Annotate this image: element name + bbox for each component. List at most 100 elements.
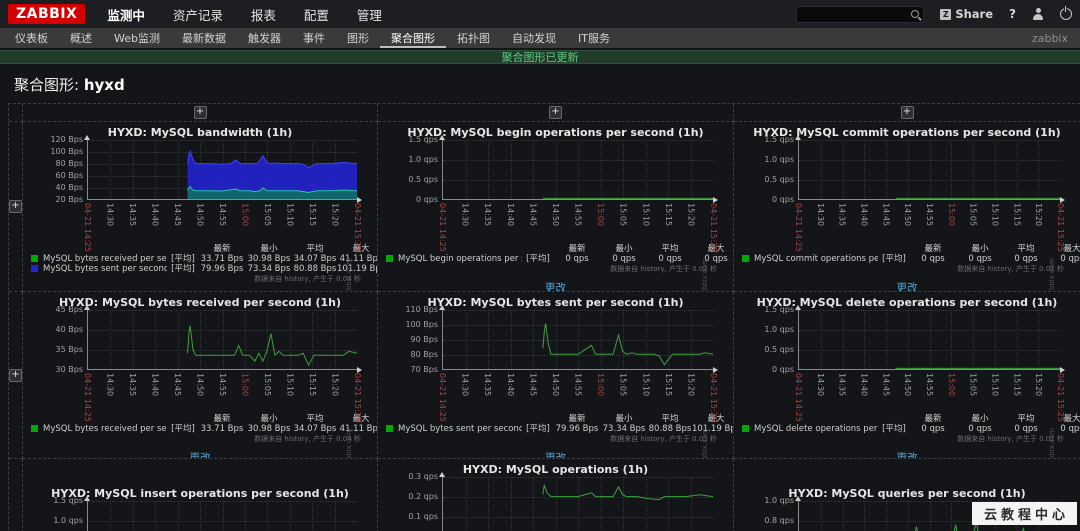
- menu-item-配置[interactable]: 配置: [303, 7, 329, 23]
- add-column-cell: +: [734, 104, 1080, 122]
- change-link[interactable]: 更改: [189, 452, 211, 459]
- legend-spacer: [43, 414, 167, 424]
- y-axis-label: 1.0 qps: [764, 496, 794, 505]
- legend-item-label: MySQL begin operations per second: [398, 254, 522, 264]
- x-axis-label: 15:10: [641, 203, 651, 227]
- subnav-tab-Web监测[interactable]: Web监测: [114, 32, 160, 45]
- v-gridline: [820, 140, 822, 199]
- subnav-tabs: 仪表板 概述 Web监测 最新数据 触发器 事件 图形 聚合图形 拓扑图 自动发现 IT服务: [4, 28, 1032, 48]
- x-axis-label: 14:40: [505, 373, 515, 397]
- subnav-tab-事件[interactable]: 事件: [302, 32, 325, 45]
- change-link[interactable]: 更改: [896, 282, 918, 292]
- v-gridline: [312, 501, 314, 531]
- add-column-button[interactable]: +: [549, 106, 562, 119]
- subnav-tab-最新数据[interactable]: 最新数据: [181, 32, 226, 45]
- subnav-tab-触发器[interactable]: 触发器: [247, 32, 281, 45]
- menu-item-资产记录[interactable]: 资产记录: [172, 7, 223, 23]
- x-axis-label: 04-21 15:25: [1056, 203, 1065, 252]
- legend-value: 79.96 Bps: [555, 424, 599, 434]
- v-gridline: [1038, 140, 1040, 199]
- x-axis-label: 14:55: [573, 373, 583, 397]
- v-gridline: [132, 310, 134, 369]
- change-link[interactable]: 更改: [896, 452, 918, 459]
- legend-header: 平均: [661, 244, 679, 254]
- change-link-row: 更改: [378, 446, 733, 459]
- x-axis-label: 15:20: [330, 203, 340, 227]
- menu-item-管理[interactable]: 管理: [356, 7, 382, 23]
- legend-header: 最小: [615, 244, 633, 254]
- x-axis-label: 14:30: [105, 203, 115, 227]
- x-axis-label: 14:45: [881, 373, 891, 397]
- legend-function: [平均]: [526, 254, 550, 264]
- x-axis-label: 15:00: [596, 203, 606, 227]
- y-axis-label: 45 Bps: [55, 305, 83, 314]
- graph-legend: 最新 最小 平均 最大 MySQL commit operations per seco…: [742, 244, 1080, 264]
- legend-value: 80.88 Bps: [648, 424, 692, 434]
- search-icon[interactable]: [911, 10, 920, 18]
- x-axis-labels: 04-21 14:25 14:30 14:35 14:40 14:45 14:50 14:5…: [83, 200, 362, 291]
- add-column-button[interactable]: +: [900, 106, 914, 119]
- legend-value: 0 qps: [612, 254, 636, 264]
- v-gridline: [555, 140, 557, 199]
- zabbix-url-watermark: http://www.zabbix.com: [345, 258, 353, 291]
- x-axis-label: 15:15: [308, 373, 317, 397]
- subnav-tab-仪表板[interactable]: 仪表板: [15, 32, 48, 45]
- x-axis-label: 15:00: [240, 203, 250, 227]
- y-axis-arrow: [439, 305, 445, 310]
- y-axis-label: 20 Bps: [55, 195, 83, 204]
- add-column-cell: +: [378, 104, 734, 122]
- legend-header: 最大: [352, 414, 370, 424]
- v-gridline: [907, 310, 909, 369]
- status-message-bar[interactable]: 聚合图形已更新: [0, 50, 1080, 64]
- x-axis-arrow: [1060, 367, 1065, 373]
- screen-grid: + + + + HYXD: MySQL bandwidth (1h) 120 Bps 100…: [8, 103, 1080, 531]
- subnav-tab-聚合图形[interactable]: 聚合图形: [380, 28, 446, 48]
- user-profile-icon[interactable]: [1032, 8, 1044, 20]
- v-gridline: [222, 310, 224, 369]
- v-gridline: [864, 310, 866, 369]
- menu-item-监测中[interactable]: 监测中: [107, 7, 145, 23]
- legend-value: 0 qps: [704, 254, 728, 264]
- x-axis-arrow: [713, 367, 718, 373]
- graph-canvas: [88, 310, 357, 369]
- change-link[interactable]: 更改: [545, 452, 566, 459]
- share-button[interactable]: Z Share: [940, 7, 993, 21]
- add-column-button[interactable]: +: [193, 106, 207, 119]
- v-gridline: [289, 310, 291, 369]
- subnav-tab-自动发现[interactable]: 自动发现: [511, 32, 556, 45]
- subnav-tab-拓扑图[interactable]: 拓扑图: [456, 32, 490, 45]
- add-row-button[interactable]: +: [9, 200, 22, 213]
- graph-title: HYXD: MySQL insert operations per second…: [51, 487, 349, 500]
- graph-canvas: [443, 140, 713, 199]
- subnav-tab-IT服务[interactable]: IT服务: [577, 32, 610, 45]
- v-gridline: [1016, 140, 1018, 199]
- y-axis-arrow: [795, 496, 801, 501]
- subnav-tab-图形[interactable]: 图形: [346, 32, 369, 45]
- x-axis-label: 14:55: [925, 373, 934, 397]
- logout-icon[interactable]: [1060, 6, 1072, 20]
- subnav-tab-概述[interactable]: 概述: [70, 32, 92, 45]
- search-box[interactable]: [796, 5, 925, 23]
- add-row-button[interactable]: +: [9, 368, 22, 382]
- series-line: [188, 326, 357, 365]
- legend-header: 最小: [971, 244, 989, 254]
- legend-value: 33.71 Bps: [200, 254, 244, 264]
- v-gridline: [177, 310, 179, 369]
- v-gridline: [510, 140, 512, 199]
- menu-item-报表[interactable]: 报表: [250, 7, 276, 23]
- help-button[interactable]: ?: [1009, 7, 1016, 21]
- legend-value: 41.11 Bps: [339, 424, 378, 434]
- v-gridline: [886, 310, 887, 369]
- change-link[interactable]: 更改: [545, 282, 566, 292]
- y-axis-arrow: [84, 496, 90, 501]
- search-input[interactable]: [801, 8, 912, 20]
- graph-generated-footer: 数据来自 history, 产生于 0.04 秒: [254, 435, 361, 443]
- page-title-prefix: 聚合图形:: [14, 76, 80, 94]
- legend-spacer: [754, 244, 878, 254]
- legend-spacer: [31, 244, 43, 254]
- zabbix-logo[interactable]: ZABBIX: [8, 4, 86, 24]
